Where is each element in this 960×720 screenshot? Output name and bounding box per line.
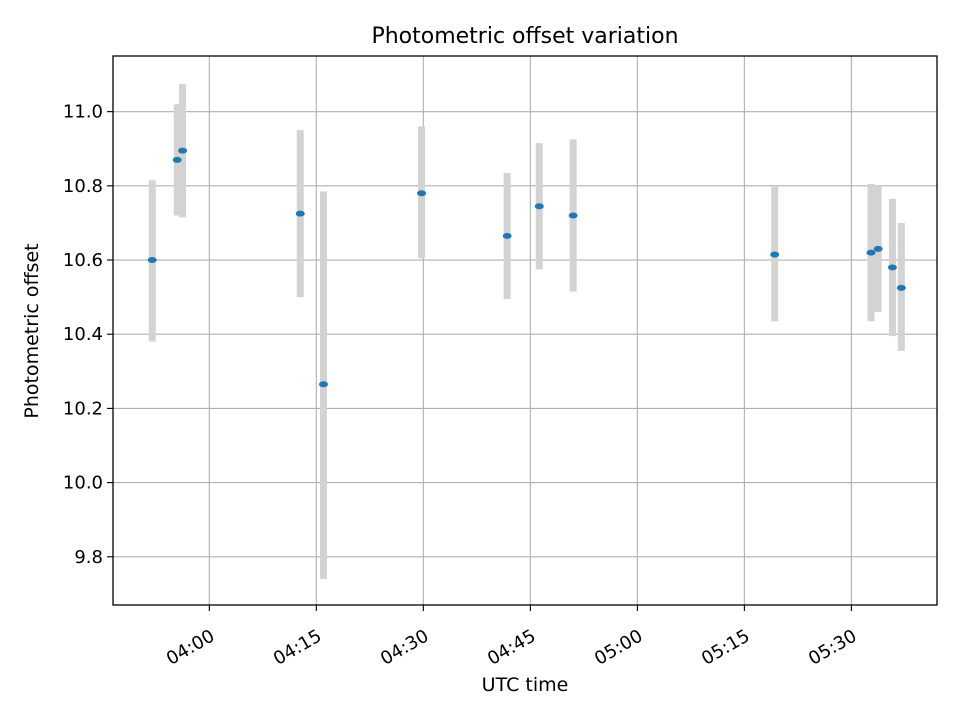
y-tick-label: 10.6 <box>63 250 103 271</box>
data-point <box>896 284 906 291</box>
data-point <box>178 147 188 154</box>
grid <box>113 56 937 605</box>
data-point <box>417 190 427 197</box>
data-point <box>172 156 182 163</box>
y-tick-label: 10.0 <box>63 473 103 494</box>
data-point <box>887 264 897 271</box>
data-point <box>568 212 578 219</box>
data-point <box>873 245 883 252</box>
data-point <box>534 203 544 210</box>
data-point <box>770 251 780 258</box>
data-point <box>502 232 512 239</box>
data-points <box>147 147 906 388</box>
data-point <box>318 381 328 388</box>
y-tick-label: 11.0 <box>63 102 103 123</box>
y-tick-label: 10.8 <box>63 176 103 197</box>
y-tick-label: 9.8 <box>74 547 103 568</box>
x-axis-label: UTC time <box>482 674 569 696</box>
data-point <box>147 257 157 264</box>
data-point <box>295 210 305 217</box>
y-tick-label: 10.2 <box>63 398 103 419</box>
chart-title: Photometric offset variation <box>371 24 678 49</box>
data-point <box>866 249 876 256</box>
y-axis-label: Photometric offset <box>21 243 43 418</box>
y-tick-label: 10.4 <box>63 324 103 345</box>
axes-frame <box>112 55 938 606</box>
